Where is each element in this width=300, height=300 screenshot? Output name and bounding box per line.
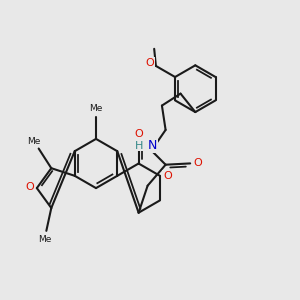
Text: O: O (194, 158, 202, 168)
Text: Me: Me (27, 137, 41, 146)
Text: O: O (134, 129, 143, 139)
Text: H: H (135, 141, 143, 151)
Text: N: N (148, 139, 158, 152)
Text: O: O (146, 58, 154, 68)
Text: O: O (25, 182, 34, 192)
Text: Me: Me (89, 104, 103, 113)
Text: Me: Me (38, 235, 51, 244)
Text: O: O (163, 171, 172, 181)
